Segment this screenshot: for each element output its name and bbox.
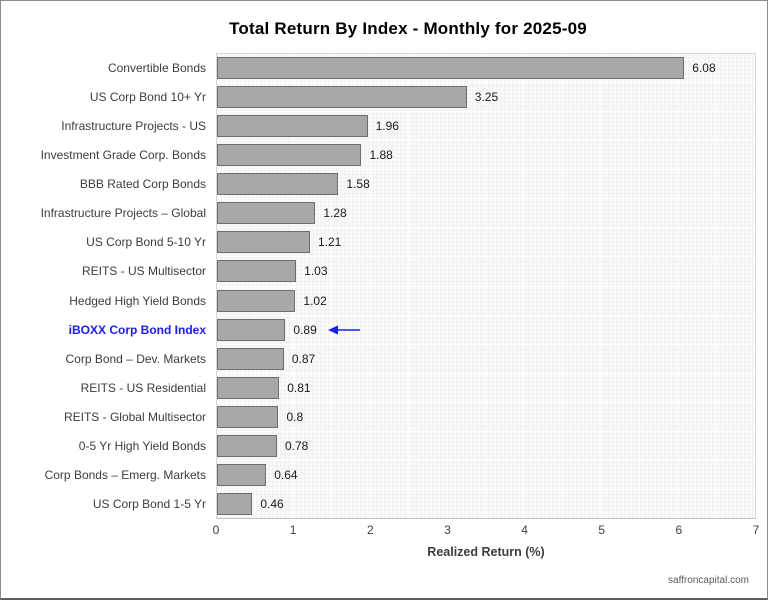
bar-row: 1.96 — [217, 112, 755, 142]
bar — [217, 289, 296, 312]
x-tick-label: 5 — [598, 523, 606, 537]
bar-row: 0.78 — [217, 432, 755, 461]
bar — [217, 202, 316, 225]
bar-row: 1.88 — [217, 141, 755, 171]
category-label: Convertible Bonds — [107, 60, 206, 75]
category-label: REITS - US Multisector — [81, 264, 206, 279]
x-axis-label: Realized Return (%) — [427, 545, 545, 559]
bar-value-label: 1.21 — [317, 235, 342, 250]
bar-value-label: 1.03 — [304, 264, 328, 279]
bar-value-label: 1.58 — [346, 177, 370, 192]
x-axis-ticks: 0 1 2 3 4 5 6 7 — [212, 519, 760, 539]
bar-row: 0.46 — [217, 490, 755, 518]
category-label: US Corp Bond 10+ Yr — [89, 89, 206, 104]
bar-value-label: 1.02 — [303, 293, 327, 308]
bar-value-label: 0.87 — [291, 351, 316, 366]
bar — [217, 318, 286, 341]
bar-row: 1.03 — [217, 257, 755, 287]
x-tick-label: 4 — [521, 523, 528, 537]
bar-value-label: 0.81 — [287, 380, 311, 395]
bar-value-label: 0.46 — [260, 496, 284, 511]
category-label: Corp Bonds – Emerg. Markets — [44, 468, 206, 483]
bar-row: 0.81 — [217, 374, 755, 403]
bar — [217, 144, 362, 167]
bar-row: 0.89 — [217, 316, 755, 345]
bar-value-label: 1.88 — [369, 148, 393, 163]
bar — [217, 492, 253, 515]
bar-row: 1.02 — [217, 287, 755, 316]
category-label: Investment Grade Corp. Bonds — [40, 147, 206, 162]
bar-value-label: 1.96 — [375, 119, 399, 134]
bar-row: 1.28 — [217, 199, 755, 229]
category-label: US Corp Bond 1-5 Yr — [92, 497, 206, 512]
bar-value-label: 0.64 — [274, 467, 298, 482]
bar-row: 0.8 — [217, 403, 755, 432]
x-tick-label: 7 — [752, 523, 760, 537]
bar-value-label: 3.25 — [474, 90, 499, 105]
bar — [217, 260, 297, 283]
bar-row: 0.64 — [217, 461, 755, 490]
bar-row: 0.87 — [217, 345, 755, 374]
bar — [217, 86, 467, 109]
highlight-arrow-icon — [327, 324, 361, 336]
footer-watermark: saffroncapital.com — [668, 575, 749, 586]
bar — [217, 405, 279, 428]
plot-area: 6.08 3.25 1.96 1.88 1.58 1.28 1.21 1.03 1.02 0.89… — [216, 53, 756, 519]
bar — [217, 463, 267, 486]
x-tick-label: 3 — [444, 523, 451, 537]
category-label: Corp Bond – Dev. Markets — [65, 351, 206, 366]
x-tick-label: 6 — [675, 523, 683, 537]
category-label: US Corp Bond 5-10 Yr — [86, 235, 206, 250]
category-label: Hedged High Yield Bonds — [69, 293, 206, 308]
category-label: BBB Rated Corp Bonds — [79, 177, 206, 192]
bar — [217, 231, 310, 254]
x-tick-label: 1 — [289, 523, 297, 537]
chart-body: Convertible Bonds US Corp Bond 10+ Yr Infr… — [13, 53, 757, 519]
category-label: REITS - US Residential — [80, 380, 206, 395]
bar-row: 1.58 — [217, 170, 755, 200]
x-tick-label: 0 — [212, 523, 220, 537]
x-tick-label: 2 — [366, 523, 374, 537]
category-label-highlighted: iBOXX Corp Bond Index — [68, 322, 206, 337]
bar-value-label: 0.8 — [286, 409, 304, 424]
bar-value-label: 1.28 — [323, 206, 347, 221]
bar — [217, 173, 339, 196]
bar — [217, 347, 284, 370]
bar-row: 6.08 — [217, 54, 755, 84]
category-label: Infrastructure Projects - US — [61, 118, 206, 133]
bar-value-label: 0.78 — [284, 438, 309, 453]
category-label: Infrastructure Projects – Global — [40, 206, 206, 221]
bar — [217, 376, 280, 399]
category-label: 0-5 Yr High Yield Bonds — [78, 439, 206, 454]
bar — [217, 434, 277, 457]
bar-value-label: 0.89 — [293, 322, 317, 337]
bar — [217, 57, 685, 80]
bar — [217, 115, 368, 138]
category-label: REITS - Global Multisector — [63, 410, 206, 425]
bar-row: 1.21 — [217, 228, 755, 258]
bar-row: 3.25 — [217, 83, 755, 113]
bar-value-label: 6.08 — [692, 61, 716, 76]
category-labels: Convertible Bonds US Corp Bond 10+ Yr Infr… — [13, 53, 216, 519]
chart-title: Total Return By Index - Monthly for 2025… — [229, 19, 587, 38]
